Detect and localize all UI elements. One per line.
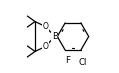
Text: Cl: Cl: [79, 58, 87, 67]
Text: F: F: [65, 56, 70, 65]
Text: B: B: [52, 32, 58, 41]
Text: O: O: [43, 22, 49, 31]
Text: O: O: [43, 42, 49, 51]
